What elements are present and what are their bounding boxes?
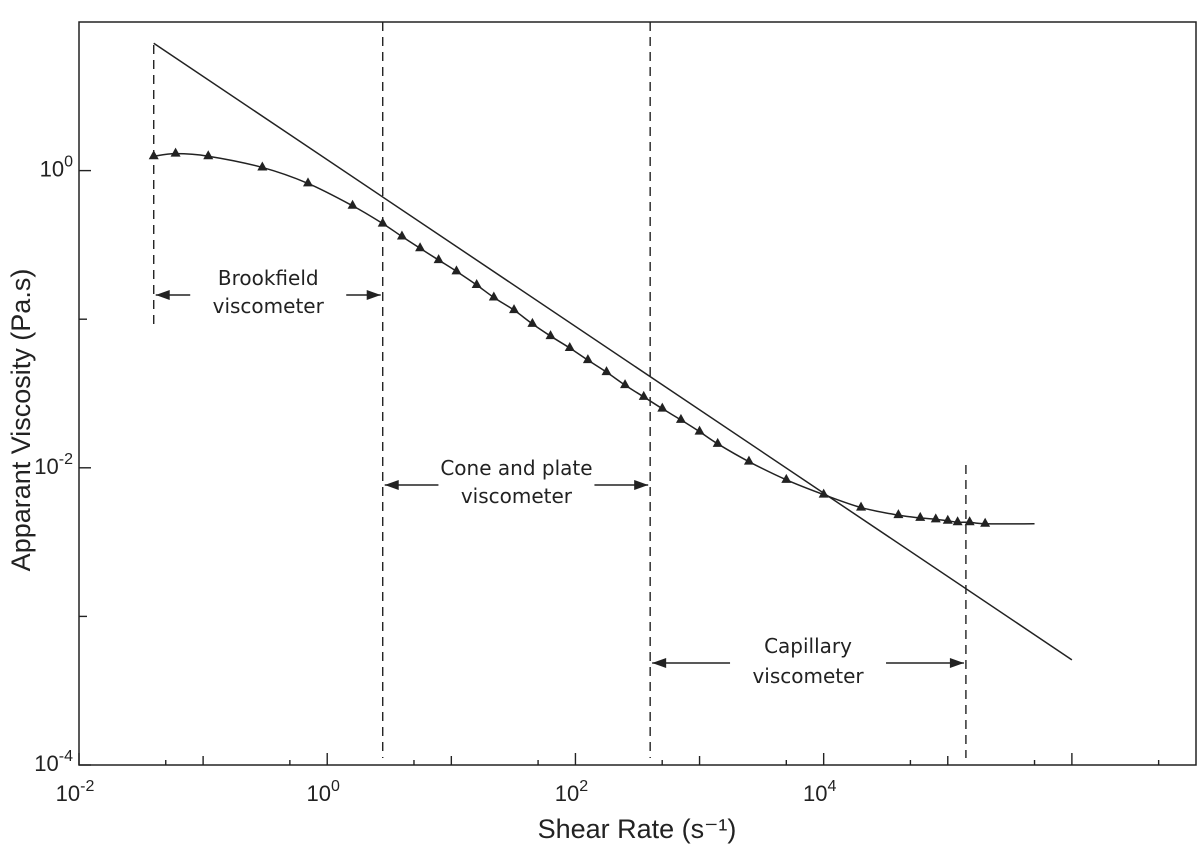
plot-frame [78, 21, 1197, 766]
y-tick-label-exponent: 0 [64, 154, 73, 171]
data-point-marker [601, 366, 612, 376]
data-point-marker [657, 402, 668, 412]
x-tick-label-exponent: 0 [331, 778, 340, 795]
data-series [148, 42, 1073, 661]
data-point-marker [952, 516, 963, 526]
data-point-marker [915, 511, 926, 521]
y-tick-label: 10-4 [34, 748, 73, 776]
power-law-line [153, 42, 1073, 661]
y-tick-label: 100 [40, 154, 73, 182]
data-point-marker [942, 514, 953, 524]
data-point-marker [509, 304, 520, 314]
data-point-marker [930, 513, 941, 523]
x-tick-label-exponent: 4 [827, 778, 836, 795]
data-point-marker [170, 147, 181, 157]
data-point-marker [203, 150, 214, 160]
x-tick-label-exponent: 2 [579, 778, 588, 795]
region-label: Cone and plate [440, 456, 592, 480]
region-arrow-head-left [652, 658, 667, 668]
region-label: Brookfield [218, 266, 319, 290]
data-point-marker [712, 437, 723, 447]
x-tick-label: 104 [803, 778, 836, 806]
region-arrow-head-left [384, 480, 399, 490]
data-point-marker [781, 473, 792, 483]
y-axis-label: Apparant Viscosity (Pa.s) [6, 269, 36, 572]
data-point-marker [545, 330, 556, 340]
region-label: Capillary [764, 634, 852, 658]
data-point-marker [148, 150, 159, 160]
data-point-marker [451, 265, 462, 275]
region-arrow-head-right [634, 480, 649, 490]
x-tick-label: 102 [555, 778, 588, 806]
data-point-marker [527, 317, 538, 327]
x-axis-label: Shear Rate (s⁻¹) [538, 814, 737, 844]
region-label: viscometer [752, 664, 864, 688]
data-point-marker [564, 342, 575, 352]
data-point-marker [347, 199, 358, 209]
data-point-marker [471, 278, 482, 288]
data-point-marker [675, 413, 686, 423]
data-point-marker [964, 516, 975, 526]
data-point-marker [620, 379, 631, 389]
x-tick-label-exponent: -2 [80, 778, 94, 795]
axis-ticks [78, 169, 1160, 766]
data-point-marker [980, 517, 991, 527]
y-tick-label-exponent: -2 [59, 451, 73, 468]
data-point-marker [488, 291, 499, 301]
data-point-marker [856, 501, 867, 511]
region-label: viscometer [213, 294, 325, 318]
region-arrow-head-right [949, 658, 964, 668]
data-point-marker [396, 230, 407, 240]
y-tick-label: 10-2 [34, 451, 73, 479]
y-tick-label-exponent: -4 [59, 748, 73, 765]
data-point-marker [433, 254, 444, 264]
data-point-marker [893, 509, 904, 519]
region-arrow-head-left [155, 290, 170, 300]
data-point-marker [582, 354, 593, 364]
viscometer-regions: Brookfield viscometer Cone and plate viscom… [153, 22, 967, 758]
data-point-marker [743, 455, 754, 465]
data-point-marker [415, 242, 426, 252]
x-tick-label: 10-2 [56, 778, 95, 806]
data-point-marker [694, 425, 705, 435]
region-label: viscometer [461, 484, 573, 508]
x-tick-label: 100 [307, 778, 340, 806]
data-point-marker [302, 177, 313, 187]
data-point-marker [257, 161, 268, 171]
region-arrow-head-right [366, 290, 381, 300]
data-point-marker [638, 390, 649, 400]
data-point-marker [377, 217, 388, 227]
